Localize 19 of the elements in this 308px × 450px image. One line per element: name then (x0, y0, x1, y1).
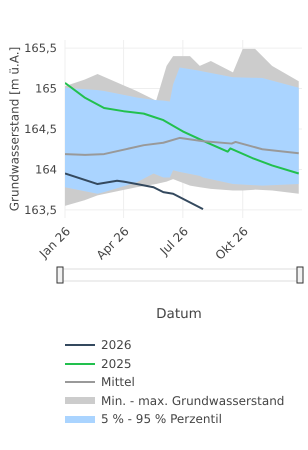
y-tick-label: 165 (35, 82, 57, 96)
x-tick-label: Apr 26 (94, 224, 132, 262)
line-series (65, 82, 300, 174)
legend-label: Mittel (101, 375, 135, 390)
y-tick-label: 164,5 (24, 122, 57, 136)
y-axis-title: Grundwasserstand [m ü.A.] (7, 46, 22, 212)
x-tick-label: Jan 26 (36, 224, 74, 262)
legend-label: 2026 (101, 338, 132, 352)
legend-label: 5 % - 95 % Perzentil (101, 412, 222, 426)
line-series (65, 136, 300, 156)
line-series (65, 172, 204, 210)
legend-label: 2025 (101, 356, 132, 371)
x-axis-title: Datum (155, 306, 203, 322)
y-tick-label: 163,5 (24, 202, 57, 217)
x-tick-label: Jul 26 (156, 224, 191, 259)
y-tick-label: 164 (35, 162, 57, 177)
x-tick-label: Okt 26 (212, 224, 251, 263)
legend-label: Min. - max. Grundwasserstand (101, 394, 284, 408)
y-tick-label: 165,5 (24, 41, 57, 56)
